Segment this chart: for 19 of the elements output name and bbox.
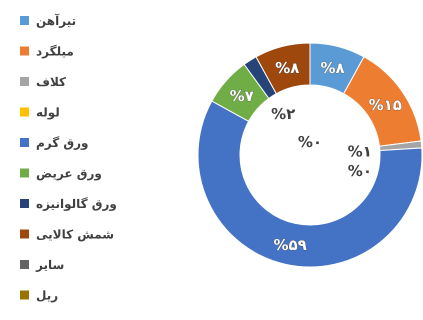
legend-label: ریل (36, 288, 58, 302)
legend-label: سایر (35, 258, 64, 272)
legend-label: کلاف (36, 75, 66, 89)
data-label: %۵۹ (273, 236, 307, 254)
data-label: %۸ (275, 58, 300, 77)
text: %۰ (348, 162, 372, 180)
legend-label: شمش کالایی (36, 228, 114, 242)
legend-label: ورق عریض (36, 166, 102, 180)
text: %۰ (298, 133, 322, 151)
legend-label: لوله (36, 106, 60, 120)
data-label: %۲ (271, 104, 296, 123)
data-label: %۸ (320, 58, 345, 77)
legend-label: میلگرد (36, 44, 74, 58)
legend-label: ورق گالوانیزه (36, 197, 117, 211)
legend-label: تیرآهن (36, 13, 76, 28)
legend-label: ورق گرم (36, 136, 89, 150)
data-label: %۷ (230, 86, 254, 105)
data-label: %۱۵ (368, 96, 402, 114)
data-label: %۱ (348, 142, 372, 160)
